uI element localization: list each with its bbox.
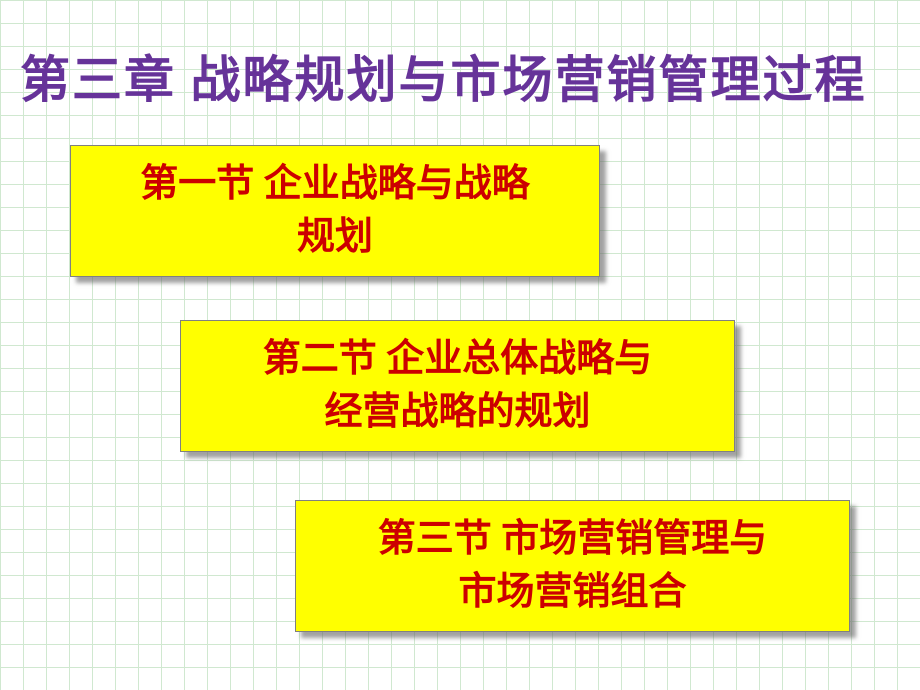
section-3-line1: 第三节 市场营销管理与 xyxy=(326,513,819,566)
section-2-line2: 经营战略的规划 xyxy=(211,386,704,439)
section-1-line2: 规划 xyxy=(101,211,569,264)
section-2-line1: 第二节 企业总体战略与 xyxy=(211,333,704,386)
section-1-line1: 第一节 企业战略与战略 xyxy=(101,158,569,211)
section-box-3: 第三节 市场营销管理与 市场营销组合 xyxy=(295,500,850,632)
chapter-title: 第三章 战略规划与市场营销管理过程 xyxy=(20,40,867,112)
section-3-line2: 市场营销组合 xyxy=(326,566,819,619)
section-box-1: 第一节 企业战略与战略 规划 xyxy=(70,145,600,277)
section-box-2: 第二节 企业总体战略与 经营战略的规划 xyxy=(180,320,735,452)
